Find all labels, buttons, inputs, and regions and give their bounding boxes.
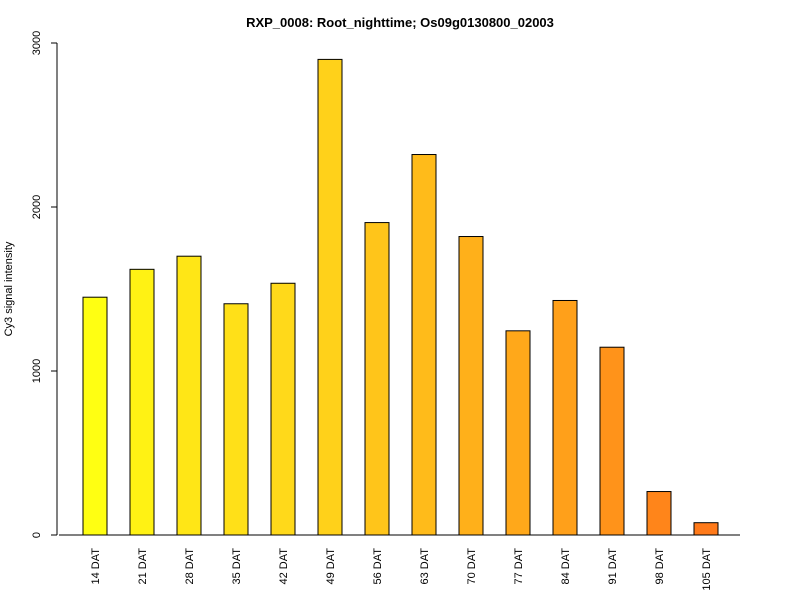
bar-42-dat — [270, 282, 296, 536]
bar-21-dat — [129, 268, 155, 536]
x-tick-label: 21 DAT — [137, 548, 149, 585]
x-tick-label: 98 DAT — [654, 548, 666, 585]
x-tick-label: 77 DAT — [513, 548, 525, 585]
x-tick-label: 91 DAT — [607, 548, 619, 585]
x-tick-label: 105 DAT — [701, 548, 713, 591]
y-axis: 0 1000 2000 3000 — [31, 31, 58, 538]
y-tick-label: 0 — [31, 532, 43, 538]
bar-63-dat — [411, 154, 437, 536]
bar-35-dat — [223, 303, 249, 536]
y-tick-label: 1000 — [31, 359, 43, 383]
x-tick-label: 49 DAT — [325, 548, 337, 585]
bar-98-dat — [646, 491, 672, 536]
bar-105-dat — [693, 522, 719, 536]
bar-49-dat — [317, 58, 343, 536]
x-tick-label: 42 DAT — [278, 548, 290, 585]
y-tick-label: 3000 — [31, 31, 43, 55]
chart-title: RXP_0008: Root_nighttime; Os09g0130800_0… — [246, 15, 554, 30]
x-tick-label: 56 DAT — [372, 548, 384, 585]
x-tick-label: 63 DAT — [419, 548, 431, 585]
bar-14-dat — [82, 296, 108, 536]
x-tick-label: 84 DAT — [560, 548, 572, 585]
bar-84-dat — [552, 299, 578, 536]
x-tick-label: 35 DAT — [231, 548, 243, 585]
bar-28-dat — [176, 255, 202, 536]
bars-group — [82, 58, 719, 536]
bar-70-dat — [458, 236, 484, 536]
bar-77-dat — [505, 330, 531, 536]
x-tick-label: 14 DAT — [90, 548, 102, 585]
x-axis-tick-labels: 14 DAT 21 DAT 28 DAT 35 DAT 42 DAT 49 DAT 56 D… — [90, 548, 713, 591]
y-tick-label: 2000 — [31, 195, 43, 219]
x-tick-label: 28 DAT — [184, 548, 196, 585]
y-axis-label: Cy3 signal intensity — [3, 241, 15, 336]
bar-91-dat — [599, 346, 625, 536]
bar-56-dat — [364, 222, 390, 536]
x-tick-label: 70 DAT — [466, 548, 478, 585]
